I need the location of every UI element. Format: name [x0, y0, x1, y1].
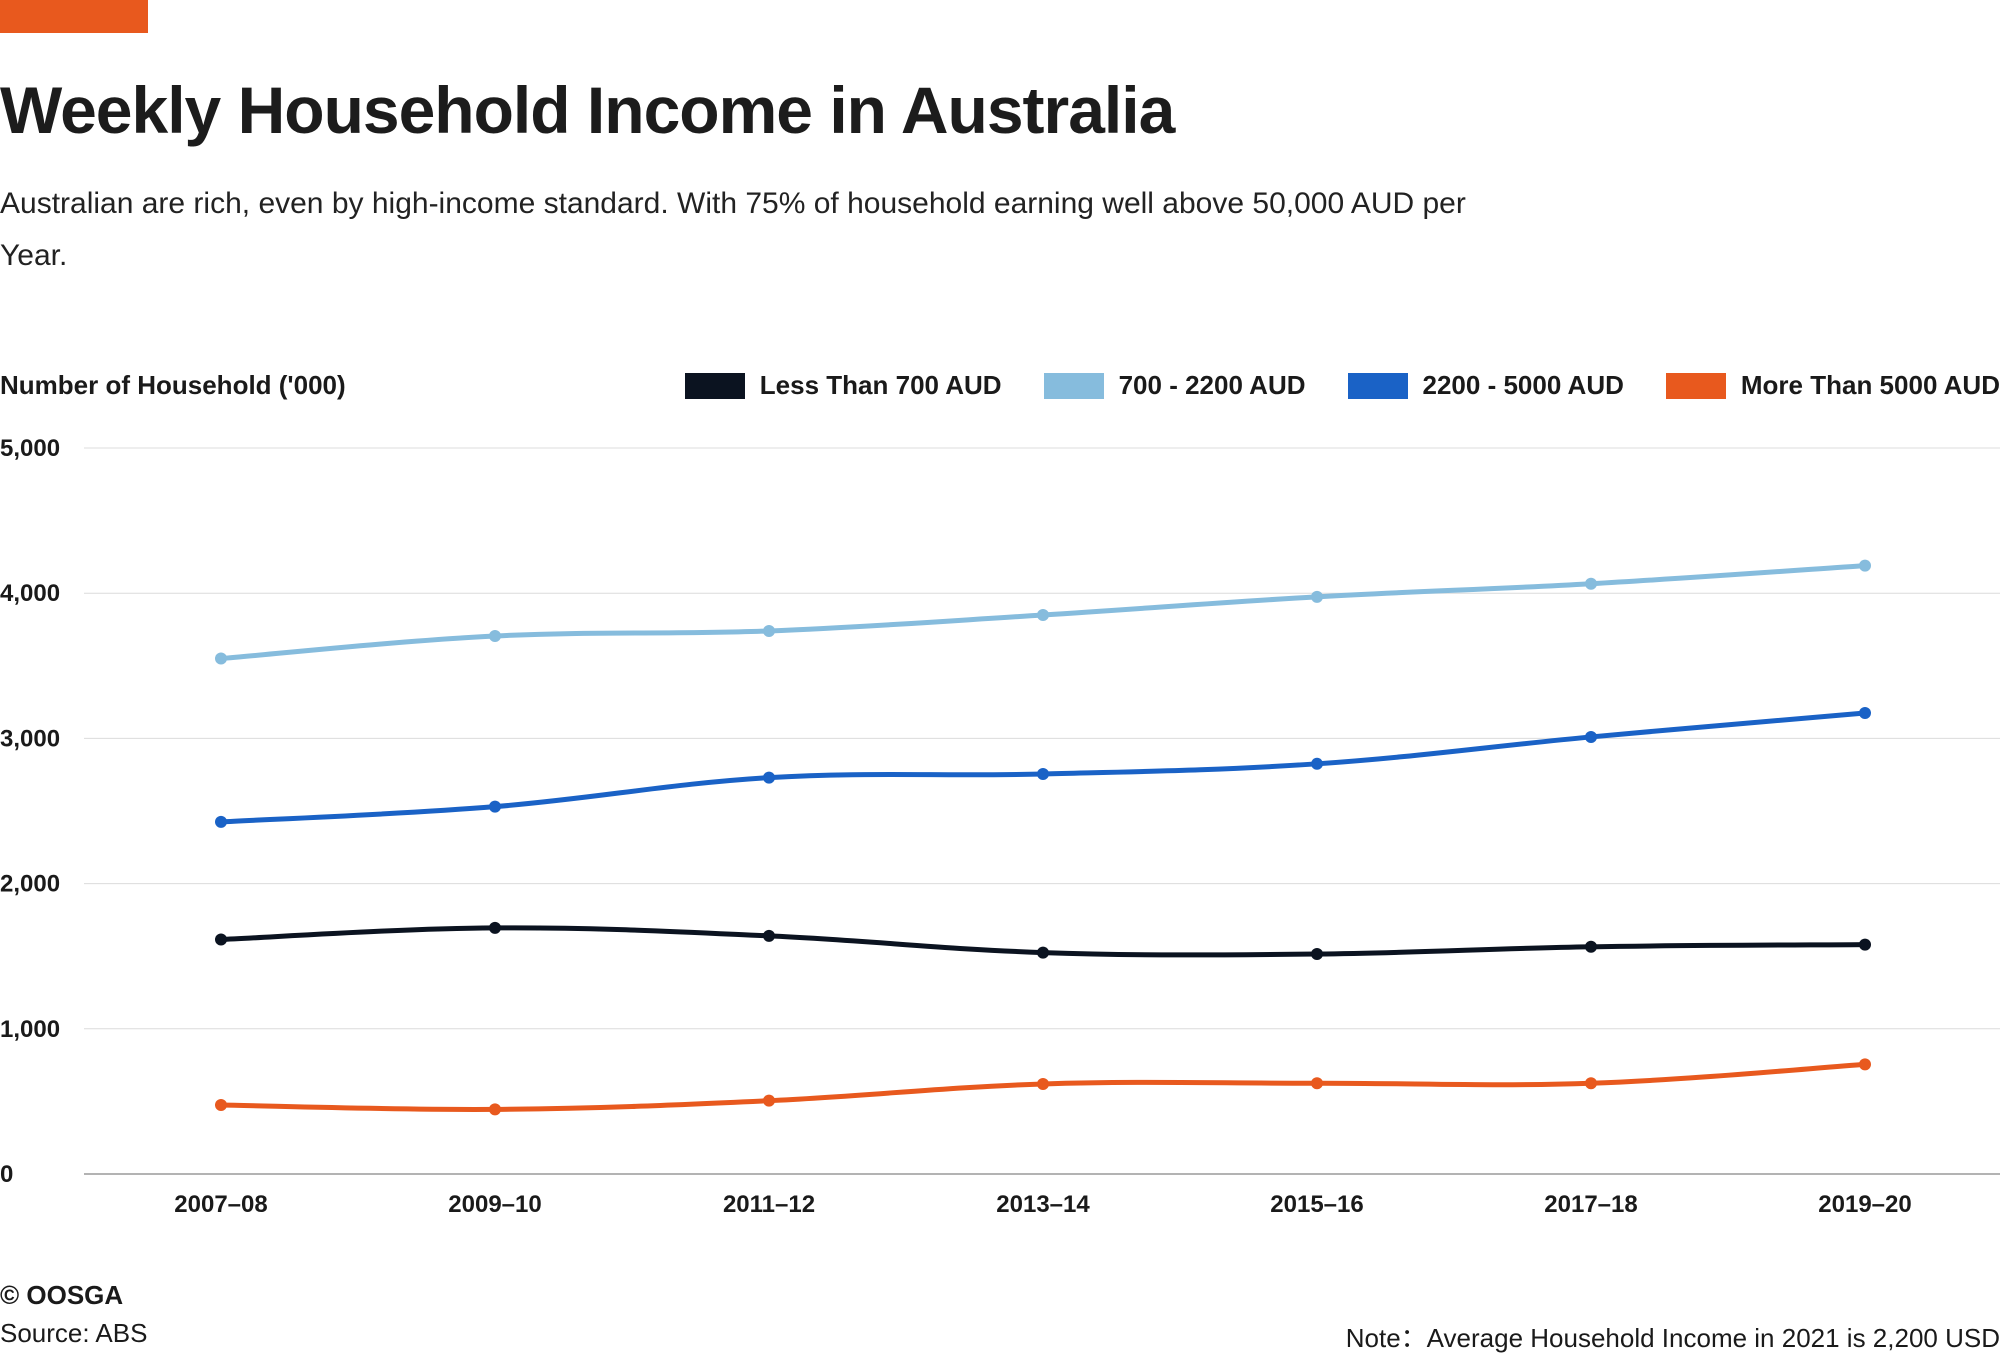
data-point[interactable]: [763, 929, 775, 942]
data-point[interactable]: [215, 652, 227, 665]
accent-bar: [0, 0, 148, 33]
data-point[interactable]: [489, 921, 501, 934]
data-point[interactable]: [1585, 730, 1597, 743]
data-point[interactable]: [489, 1103, 501, 1116]
series-4: [215, 1058, 1871, 1116]
note-text: Note：Average Household Income in 2021 is…: [1345, 1323, 2000, 1353]
y-tick-label: 1,000: [0, 1016, 60, 1043]
series-line: [218, 710, 1868, 825]
legend-label: 2200 - 5000 AUD: [1422, 370, 1624, 400]
data-point[interactable]: [489, 800, 501, 813]
data-point[interactable]: [1311, 948, 1323, 961]
source-text: Source: ABS: [0, 1318, 148, 1348]
data-point[interactable]: [763, 771, 775, 784]
data-point[interactable]: [1859, 1058, 1871, 1071]
legend-item-more-than-5000[interactable]: More Than 5000 AUD: [1665, 370, 2000, 401]
legend-label: Less Than 700 AUD: [759, 370, 1002, 400]
series-lines: [215, 559, 1871, 1116]
x-tick-label: 2009–10: [448, 1191, 541, 1218]
data-point[interactable]: [763, 624, 775, 637]
x-tick-label: 2013–14: [996, 1191, 1090, 1218]
series-3: [215, 706, 1871, 828]
x-axis-ticks: 2007–08 2009–10 2011–12 2013–14 2015–16 2017–…: [174, 1191, 1911, 1218]
x-tick-label: 2007–08: [174, 1191, 267, 1218]
data-point[interactable]: [215, 1099, 227, 1112]
data-point[interactable]: [215, 933, 227, 946]
legend-swatch: [1043, 372, 1104, 399]
series-2: [215, 559, 1871, 665]
legend-item-less-than-700[interactable]: Less Than 700 AUD: [684, 370, 1002, 401]
legend-item-2200-5000[interactable]: 2200 - 5000 AUD: [1347, 370, 1624, 401]
y-tick-label: 2,000: [0, 871, 60, 898]
legend-label: 700 - 2200 AUD: [1118, 370, 1306, 400]
data-point[interactable]: [1585, 940, 1597, 953]
data-point[interactable]: [1585, 577, 1597, 590]
y-tick-label: 4,000: [0, 580, 60, 607]
data-point[interactable]: [1585, 1077, 1597, 1090]
data-point[interactable]: [1037, 767, 1049, 780]
legend-swatch: [684, 372, 745, 399]
data-point[interactable]: [1037, 946, 1049, 959]
y-tick-label: 5,000: [0, 435, 60, 462]
chart-subtitle: Australian are rich, even by high-income…: [0, 187, 1466, 272]
x-tick-label: 2011–12: [723, 1191, 815, 1218]
data-point[interactable]: [1859, 706, 1871, 719]
brand-credit: © OOSGA: [0, 1280, 124, 1310]
x-tick-label: 2017–18: [1544, 1191, 1637, 1218]
data-point[interactable]: [1859, 938, 1871, 951]
y-tick-label: 0: [0, 1161, 13, 1188]
data-point[interactable]: [1311, 1077, 1323, 1090]
legend-swatch: [1347, 372, 1408, 399]
legend-label: More Than 5000 AUD: [1740, 370, 2000, 400]
data-point[interactable]: [1311, 590, 1323, 603]
y-axis-title: Number of Household ('000): [0, 370, 346, 400]
data-point[interactable]: [1311, 757, 1323, 770]
series-1: [215, 921, 1871, 961]
y-tick-label: 3,000: [0, 725, 60, 752]
x-tick-label: 2015–16: [1270, 1191, 1363, 1218]
legend-item-700-2200[interactable]: 700 - 2200 AUD: [1043, 370, 1306, 401]
legend-swatch: [1665, 372, 1726, 399]
y-axis-ticks: 0 1,000 2,000 3,000 4,000 5,000: [0, 435, 60, 1188]
data-point[interactable]: [1037, 608, 1049, 621]
data-point[interactable]: [215, 815, 227, 828]
data-point[interactable]: [763, 1094, 775, 1107]
chart-title: Weekly Household Income in Australia: [0, 73, 1175, 147]
data-point[interactable]: [489, 630, 501, 643]
x-tick-label: 2019–20: [1818, 1191, 1911, 1218]
data-point[interactable]: [1859, 559, 1871, 572]
gridlines: [84, 447, 2000, 1175]
data-point[interactable]: [1037, 1077, 1049, 1090]
line-chart: 0 1,000 2,000 3,000 4,000 5,000 2007–08 2009–1…: [0, 435, 2000, 1218]
legend: Less Than 700 AUD 700 - 2200 AUD 2200 - …: [684, 370, 2000, 401]
